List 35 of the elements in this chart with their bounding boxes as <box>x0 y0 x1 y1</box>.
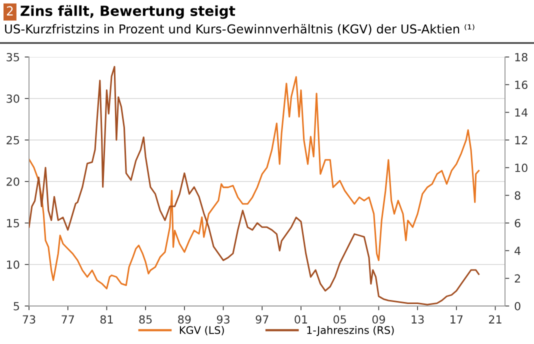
chart-subtitle: US-Kurzfristzins in Prozent und Kurs-Gewinnverhältnis (KGV) der US-Aktien ⁽¹⁾ <box>5 24 474 35</box>
x-tick-label: 97 <box>256 315 268 324</box>
y2-tick-label: 4 <box>514 246 520 255</box>
legend-label: 1-Jahreszins (RS) <box>307 326 394 336</box>
y2-tick-label: 2 <box>514 274 520 283</box>
y2-tick-label: 16 <box>515 80 528 90</box>
y2-tick-label: 14 <box>515 108 528 117</box>
y2-tick-label: 12 <box>515 136 528 144</box>
y-tick-label: 25 <box>6 136 19 144</box>
x-tick-label: 93 <box>216 315 230 324</box>
chart-title: Zins fällt, Bewertung steigt <box>20 5 236 19</box>
y2-tick-label: 10 <box>515 164 528 172</box>
y-tick-label: 5 <box>14 302 19 310</box>
x-tick-label: 09 <box>372 315 385 324</box>
x-tick-label: 13 <box>412 315 424 324</box>
x-tick-label: 21 <box>489 315 502 324</box>
x-tick-label: 81 <box>100 315 113 324</box>
x-tick-label: 73 <box>22 315 36 324</box>
y2-tick-label: 18 <box>515 52 528 62</box>
x-tick-label: 05 <box>334 315 346 324</box>
y-tick-label: 35 <box>6 52 19 62</box>
y-tick-label: 20 <box>6 177 20 186</box>
y-tick-label: 15 <box>7 219 19 228</box>
text: 2 <box>6 6 13 16</box>
x-tick-label: 89 <box>178 315 191 324</box>
x-tick-label: 01 <box>294 315 308 324</box>
y2-tick-label: 6 <box>514 218 520 228</box>
x-tick-label: 17 <box>450 315 463 324</box>
y-tick-label: 30 <box>6 94 20 103</box>
legend-label: KGV (LS) <box>180 326 224 336</box>
y2-tick-label: 8 <box>514 191 520 200</box>
y-tick-label: 10 <box>7 260 20 269</box>
x-tick-label: 85 <box>139 315 152 324</box>
y2-tick-label: 0 <box>514 302 520 310</box>
x-tick-label: 77 <box>62 315 74 324</box>
